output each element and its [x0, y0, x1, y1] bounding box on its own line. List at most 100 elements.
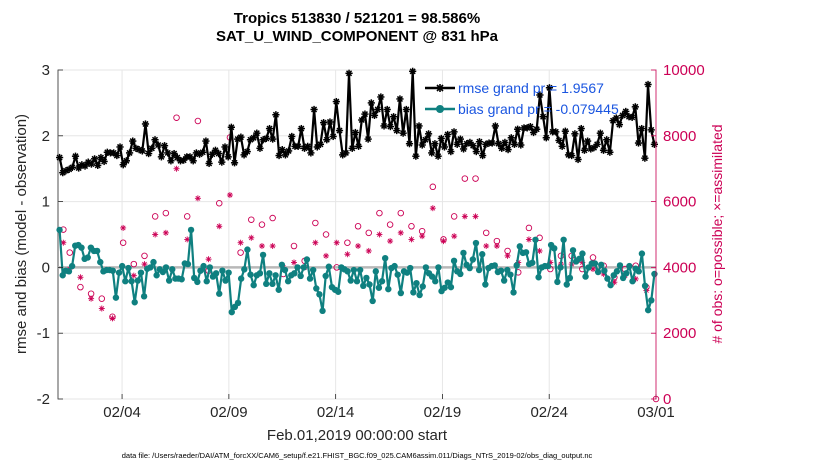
legend-rmse-label: rmse grand pr = 1.9567 — [458, 80, 604, 96]
obs-possible-marker — [472, 175, 479, 182]
obs-assimilated-marker — [205, 256, 212, 263]
bias-marker — [306, 275, 314, 282]
rmse-marker — [494, 140, 503, 148]
obs-assimilated-marker — [397, 229, 404, 236]
bias-marker — [432, 278, 439, 285]
bias-marker — [407, 264, 414, 272]
y-tick-label: -1 — [37, 325, 50, 342]
rmse-marker — [510, 140, 519, 148]
x-axis-label: Feb.01,2019 00:00:00 start — [267, 427, 448, 444]
obs-possible-marker — [408, 223, 415, 230]
y-tick-label: 3 — [42, 62, 50, 79]
rmse-marker — [364, 135, 372, 143]
rmse-marker — [297, 124, 305, 133]
rmse-marker — [316, 140, 325, 148]
rmse-marker — [545, 84, 554, 92]
rmse-marker — [488, 139, 496, 147]
rmse-marker — [154, 141, 162, 149]
x-tick-label: 02/04 — [103, 404, 141, 421]
obs-possible-marker — [376, 209, 383, 217]
rmse-marker — [215, 149, 223, 158]
obs-assimilated-marker — [419, 233, 426, 240]
obs-possible-marker — [173, 114, 180, 121]
bias-marker — [225, 269, 232, 276]
rmse-marker — [351, 128, 360, 137]
bias-marker — [648, 297, 655, 304]
bias-marker — [403, 269, 411, 276]
bias-marker — [194, 278, 201, 286]
x-tick-label: 02/24 — [530, 404, 568, 421]
bias-marker — [560, 236, 567, 243]
rmse-marker — [622, 107, 630, 116]
rmse-marker — [275, 151, 283, 160]
rmse-marker — [94, 161, 102, 170]
obs-assimilated-marker — [130, 272, 137, 279]
y-right-tick-label: 6000 — [663, 194, 696, 211]
rmse-marker — [628, 113, 636, 121]
obs-assimilated-marker — [258, 243, 265, 250]
bias-marker — [216, 290, 223, 297]
y-axis-left-label: rmse and bias (model - observation) — [13, 114, 30, 354]
bias-marker — [335, 288, 342, 295]
rmse-marker — [533, 125, 541, 133]
bias-marker — [504, 266, 511, 274]
obs-assimilated-marker — [355, 243, 362, 250]
obs-possible-marker — [98, 295, 106, 302]
bias-marker — [366, 281, 373, 288]
rmse-marker — [160, 142, 169, 150]
rmse-marker — [469, 142, 477, 150]
bias-marker — [259, 251, 267, 259]
bias-marker — [557, 264, 564, 271]
obs-possible-marker — [450, 213, 458, 220]
rmse-marker — [265, 124, 274, 133]
rmse-marker — [148, 144, 156, 152]
rmse-marker — [402, 105, 410, 114]
bias-marker — [413, 279, 420, 287]
bias-marker — [150, 258, 157, 266]
obs-assimilated-marker — [98, 305, 105, 312]
obs-assimilated-marker — [408, 236, 415, 243]
bias-marker — [169, 266, 176, 273]
bias-marker — [522, 249, 530, 256]
obs-assimilated-marker — [312, 239, 319, 246]
rmse-marker — [507, 134, 515, 142]
rmse-marker — [383, 105, 391, 114]
bias-marker — [641, 282, 649, 290]
bias-marker — [500, 277, 508, 284]
rmse-marker — [475, 138, 484, 146]
bias-marker — [607, 281, 614, 289]
bias-marker — [356, 266, 364, 274]
bias-marker — [256, 270, 264, 277]
bias-marker — [294, 264, 301, 271]
bias-marker — [353, 278, 361, 285]
bias-marker — [447, 283, 455, 291]
rmse-marker — [412, 152, 420, 160]
rmse-marker — [405, 140, 414, 148]
rmse-marker — [253, 129, 261, 137]
y-tick-label: 0 — [42, 259, 50, 276]
bias-marker — [162, 264, 170, 271]
rmse-marker — [354, 142, 363, 150]
rmse-marker — [577, 124, 585, 133]
obs-assimilated-marker — [88, 295, 95, 302]
obs-possible-marker — [482, 229, 490, 237]
obs-possible-marker — [290, 242, 298, 250]
bias-marker — [419, 283, 426, 290]
rmse-marker — [424, 130, 433, 138]
y-tick-label: 1 — [42, 194, 50, 211]
obs-assimilated-marker — [472, 213, 479, 220]
rmse-marker — [310, 105, 318, 114]
bias-marker — [510, 289, 517, 296]
rmse-marker — [584, 137, 592, 145]
x-tick-label: 02/14 — [317, 404, 355, 421]
bias-marker — [284, 278, 292, 285]
rmse-marker — [472, 147, 480, 156]
bias-marker — [582, 273, 589, 280]
bias-marker — [613, 268, 621, 275]
rmse-marker — [90, 155, 99, 163]
bias-marker — [363, 274, 370, 282]
bias-marker — [619, 274, 627, 282]
rmse-marker — [259, 136, 267, 144]
bias-marker — [469, 256, 477, 263]
